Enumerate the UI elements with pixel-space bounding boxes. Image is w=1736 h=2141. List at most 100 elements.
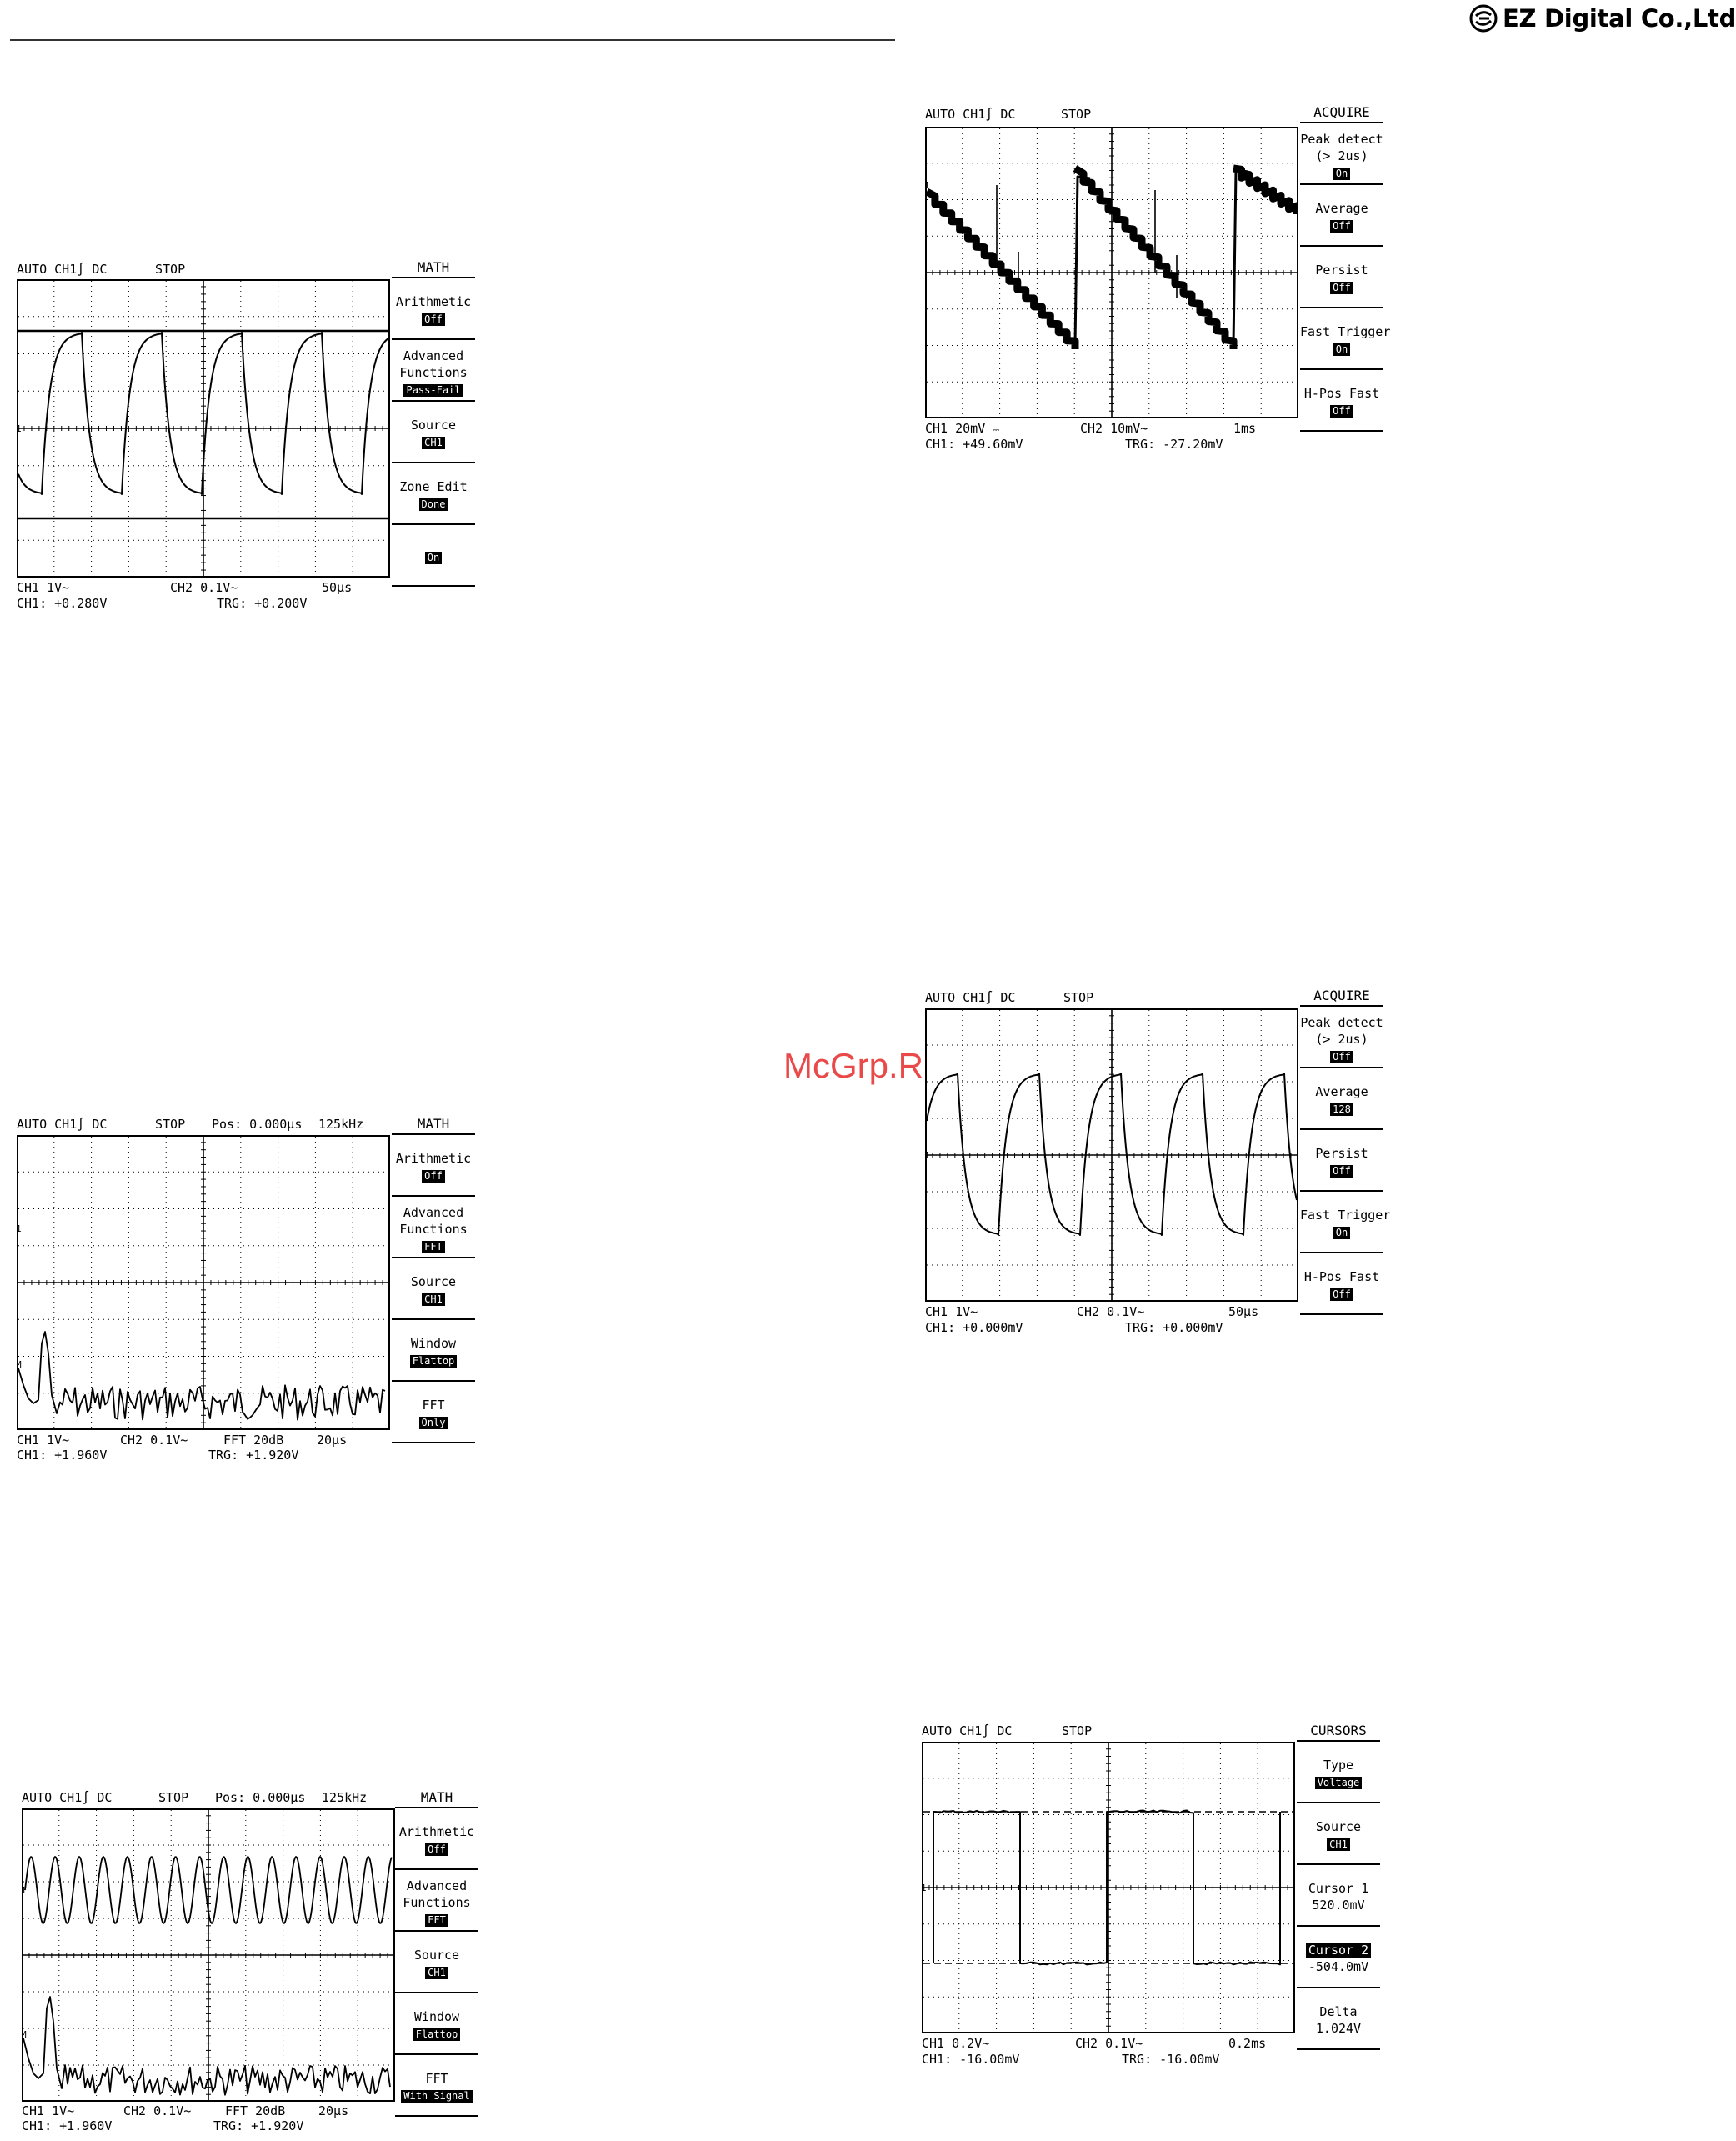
menu-separator [392, 1195, 475, 1197]
waveform-screen: 1 [922, 1742, 1295, 2033]
ch1-scale: CH1 1V~ [17, 1433, 70, 1448]
menu-item-h-pos-fast[interactable]: H-Pos Fast Off [1300, 1268, 1383, 1301]
menu-item-window[interactable]: Window Flattop [392, 1335, 475, 1368]
run-state: STOP [1062, 1723, 1093, 1738]
ch1-ground-marker: 1 [17, 1223, 22, 1234]
menu-item-fft[interactable]: FFT Only [392, 1397, 475, 1429]
menu-item-peak-detect-2us[interactable]: Peak detect (> 2us) Off [1300, 1014, 1383, 1063]
menu-separator [1300, 430, 1383, 432]
menu-item-h-pos-fast[interactable]: H-Pos Fast Off [1300, 385, 1383, 418]
run-state: STOP [1061, 107, 1092, 122]
trigger-readout: TRG: -27.20mV [1125, 437, 1223, 452]
menu-item-value: On [1333, 167, 1351, 180]
graticule [22, 1808, 395, 2102]
menu-item-cursor-1[interactable]: Cursor 1 520.0mV [1297, 1880, 1380, 1913]
coupling: DC [997, 1723, 1013, 1738]
menu-item-label: Advanced [406, 1878, 468, 1893]
menu-separator [1300, 1313, 1383, 1315]
menu-item-advanced-functions[interactable]: Advanced Functions FFT [392, 1204, 475, 1253]
trigger-source: CH1 [963, 107, 986, 122]
timebase: 20µs [318, 2103, 349, 2118]
menu-item-advanced-functions[interactable]: Advanced Functions Pass-Fail [392, 348, 475, 397]
menu-item-persist[interactable]: Persist Off [1300, 1145, 1383, 1178]
menu-item-average[interactable]: Average Off [1300, 200, 1383, 233]
menu-item-advanced-functions[interactable]: Advanced Functions FFT [395, 1878, 478, 1927]
menu-title: ACQUIRE [1313, 104, 1370, 120]
fft-scale: FFT 20dB [225, 2103, 286, 2118]
menu-item-arithmetic[interactable]: Arithmetic Off [392, 1150, 475, 1183]
menu-separator [1297, 1802, 1380, 1803]
menu-item-label: Arithmetic [395, 294, 472, 309]
menu-item-persist[interactable]: Persist Off [1300, 262, 1383, 294]
menu-separator [1300, 1190, 1383, 1192]
ch1-scale: CH1 20mV ⎓ [925, 421, 1000, 436]
coupling: DC [92, 1117, 108, 1132]
menu-separator [395, 1930, 478, 1932]
menu-item-arithmetic[interactable]: Arithmetic Off [392, 293, 475, 326]
fft-scale: FFT 20dB [223, 1433, 284, 1448]
waveform-screen: 1 [925, 1008, 1298, 1302]
menu-item-source[interactable]: Source CH1 [1297, 1818, 1380, 1851]
status-line: AUTO CH1∫ DC [925, 107, 1015, 122]
menu-item-source[interactable]: Source CH1 [392, 417, 475, 449]
timebase: 50µs [1228, 1304, 1259, 1319]
menu-item-peak-detect-2us[interactable]: Peak detect (> 2us) On [1300, 131, 1383, 180]
menu-item-label: Advanced [403, 1204, 464, 1220]
menu-separator [1300, 1128, 1383, 1130]
menu-item-delta[interactable]: Delta 1.024V [1297, 2003, 1380, 2037]
menu-item-label: Window [410, 1336, 457, 1351]
menu-item-type[interactable]: Type Voltage [1297, 1757, 1380, 1789]
menu-item-label: Functions [399, 1221, 468, 1237]
ch1-scale: CH1 0.2V~ [922, 2036, 990, 2051]
menu-item-value: Voltage [1314, 1777, 1363, 1789]
menu-item-label: H-Pos Fast [1303, 386, 1380, 401]
menu-item-value: Flattop [413, 2028, 461, 2041]
ch1-readout: CH1: -16.00mV [922, 2052, 1020, 2067]
run-state: STOP [155, 262, 186, 277]
graticule [922, 1742, 1295, 2033]
trigger-readout: TRG: +1.920V [213, 2118, 304, 2133]
menu-item-label: Functions [403, 1894, 471, 1910]
timebase: 0.2ms [1228, 2036, 1267, 2051]
ch1-trace [933, 1809, 1281, 1966]
menu-separator [395, 1992, 478, 1993]
menu-item-label: Fast Trigger [1300, 1208, 1391, 1223]
menu-item-window[interactable]: Window Flattop [395, 2008, 478, 2041]
menu-item-label: Cursor 1 [1308, 1881, 1369, 1896]
ch1-ground-marker: 1 [925, 180, 930, 191]
menu-item-label: Persist [1315, 263, 1368, 278]
menu-separator [1297, 2048, 1380, 2050]
menu-item-fast-trigger[interactable]: Fast Trigger On [1300, 1207, 1390, 1239]
sample-rate: 125kHz [322, 1790, 368, 1805]
trigger-readout: TRG: +0.200V [217, 596, 308, 611]
menu-item-value: CH1 [425, 1967, 448, 1979]
menu-item-label: Peak detect [1300, 1014, 1383, 1030]
menu-item-arithmetic[interactable]: Arithmetic Off [395, 1823, 478, 1856]
menu-item-readout: -504.0mV [1308, 1959, 1369, 1974]
acq-mode: AUTO [17, 1117, 48, 1132]
menu-item-fast-trigger[interactable]: Fast Trigger On [1300, 323, 1390, 356]
menu-separator [392, 585, 475, 587]
menu-item-value: Off [422, 313, 445, 326]
trigger-source: CH1 [59, 1790, 83, 1805]
menu-item-zone-edit[interactable]: Zone Edit Done [392, 478, 475, 511]
brand-name: EZ Digital Co.,Ltd. [1503, 4, 1736, 33]
menu-item-cursor-2[interactable]: Cursor 2 -504.0mV [1297, 1942, 1380, 1975]
sample-rate: 125kHz [318, 1117, 364, 1132]
menu-item-fft[interactable]: FFT With Signal [395, 2070, 478, 2103]
menu-item-source[interactable]: Source CH1 [395, 1947, 478, 1979]
menu-title-rule [1300, 1005, 1383, 1007]
menu-item-toggle[interactable]: On [392, 548, 475, 564]
ch1-readout: CH1: +1.960V [22, 2118, 113, 2133]
side-menu: MATH Arithmetic Off Advanced Functions Pass-F… [392, 260, 475, 589]
menu-title-rule [1297, 1740, 1380, 1742]
menu-separator [1297, 1863, 1380, 1865]
run-state: STOP [1063, 990, 1094, 1005]
menu-item-value: Pass-Fail [403, 383, 463, 397]
acq-mode: AUTO [22, 1790, 53, 1805]
menu-item-source[interactable]: Source CH1 [392, 1273, 475, 1306]
menu-item-value: Off [1330, 1288, 1353, 1301]
menu-separator [1300, 183, 1383, 185]
menu-item-average[interactable]: Average 128 [1300, 1083, 1383, 1116]
